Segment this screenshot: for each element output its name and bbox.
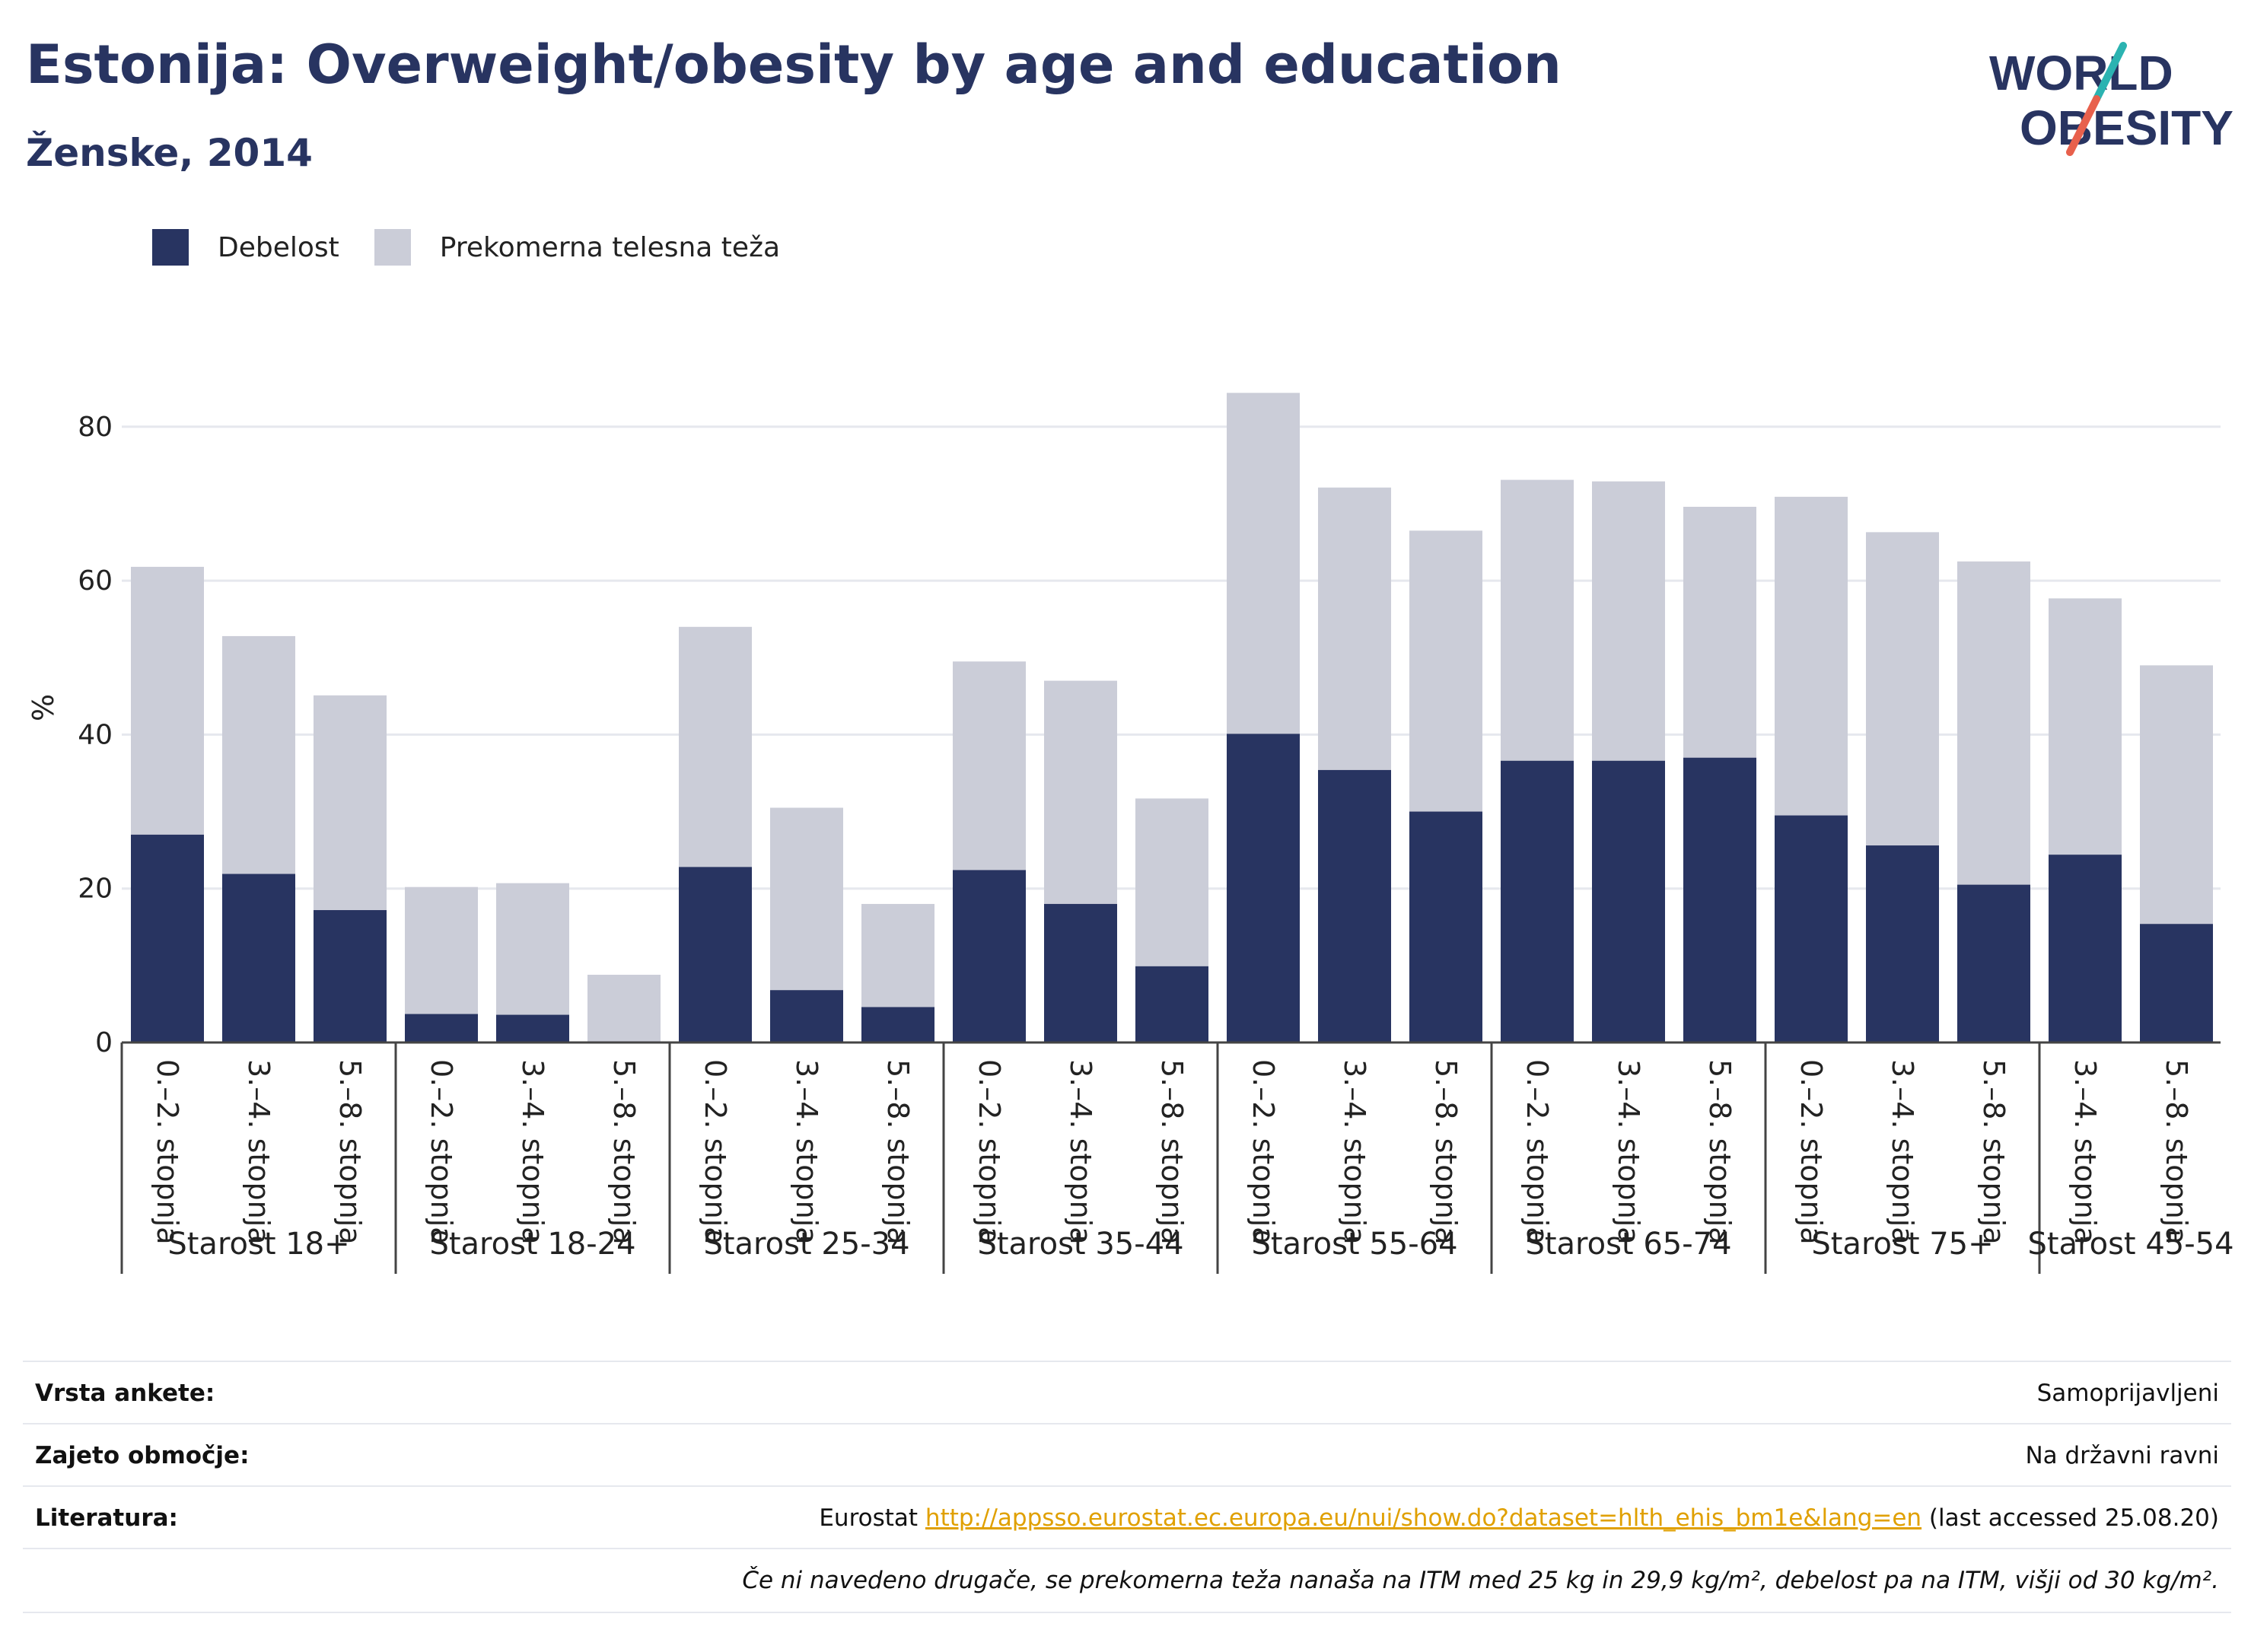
bar-obesity [679, 867, 752, 1042]
x-tick-label: 0.–2. stopnja [1246, 1059, 1280, 1245]
legend-label-obesity: Debelost [218, 231, 339, 263]
bar-obesity [1866, 845, 1939, 1042]
survey-label: Vrsta ankete: [35, 1380, 215, 1407]
logo-word-obesity: OBESITY [2020, 100, 2233, 155]
bar-obesity [314, 910, 387, 1042]
legend-label-overweight: Prekomerna telesna teža [439, 231, 781, 263]
chart-title: Estonija: Overweight/obesity by age and … [26, 33, 1562, 96]
x-tick-label: 3.–4. stopnja [790, 1059, 823, 1245]
bar-obesity [405, 1014, 478, 1042]
bar-overweight [587, 974, 661, 1042]
group-label: Starost 35-44 [977, 1227, 1183, 1262]
chart-subtitle: Ženske, 2014 [26, 131, 313, 175]
x-tick-label: 0.–2. stopnja [1520, 1059, 1554, 1245]
group-label: Starost 18+ [167, 1227, 349, 1262]
group-label: Starost 18-24 [429, 1227, 635, 1262]
group-label: Starost 55-64 [1251, 1227, 1457, 1262]
literature-link[interactable]: http://appsso.eurostat.ec.europa.eu/nui/… [925, 1504, 1922, 1532]
x-tick-label: 3.–4. stopnja [1886, 1059, 1919, 1245]
x-tick-label: 5.–8. stopnja [607, 1059, 641, 1245]
x-tick-label: 0.–2. stopnja [151, 1059, 184, 1245]
bar-obesity [1409, 811, 1482, 1042]
legend-swatch-overweight [374, 229, 411, 266]
y-tick-label: 80 [78, 412, 113, 443]
bar-obesity [2049, 855, 2122, 1042]
y-axis-label: % [27, 694, 60, 721]
literature-value: Eurostat http://appsso.eurostat.ec.europ… [819, 1504, 2231, 1532]
world-obesity-logo: WORLD OBESITY [1989, 42, 2233, 156]
bar-obesity [1592, 760, 1665, 1042]
x-tick-label: 0.–2. stopnja [699, 1059, 732, 1245]
area-value: Na državni ravni [2025, 1442, 2219, 1469]
info-row-area: Zajeto območje: Na državni ravni [23, 1423, 2231, 1487]
bar-obesity [861, 1007, 934, 1042]
bar-obesity [1044, 903, 1117, 1042]
bar-obesity [953, 870, 1026, 1042]
y-tick-label: 40 [78, 719, 113, 750]
group-label: Starost 25-34 [703, 1227, 909, 1262]
x-tick-label: 5.–8. stopnja [1703, 1059, 1737, 1245]
literature-label: Literatura: [35, 1504, 178, 1532]
logo-slash-red [2066, 95, 2100, 156]
group-label: Starost 45-54 [2027, 1227, 2233, 1262]
x-tick-label: 3.–4. stopnja [516, 1059, 549, 1245]
x-tick-label: 0.–2. stopnja [973, 1059, 1006, 1245]
x-tick-label: 5.–8. stopnja [2160, 1059, 2193, 1245]
legend-item-overweight[interactable]: Prekomerna telesna teža [374, 229, 780, 266]
legend-swatch-obesity [152, 229, 189, 266]
y-tick-label: 20 [78, 874, 113, 905]
bar-obesity [496, 1014, 569, 1042]
legend: Debelost Prekomerna telesna teža [152, 228, 815, 266]
group-label: Starost 65-74 [1525, 1227, 1731, 1262]
x-tick-label: 5.–8. stopnja [333, 1059, 367, 1245]
literature-prefix: Eurostat [819, 1504, 925, 1532]
x-tick-label: 0.–2. stopnja [425, 1059, 458, 1245]
area-label: Zajeto območje: [35, 1442, 250, 1469]
bar-obesity [1957, 884, 2030, 1042]
bar-obesity [1135, 966, 1208, 1042]
info-row-note: Če ni navedeno drugače, se prekomerna te… [23, 1548, 2231, 1613]
survey-value: Samoprijavljeni [2036, 1380, 2219, 1407]
definition-note: Če ni navedeno drugače, se prekomerna te… [742, 1567, 2219, 1594]
x-tick-label: 0.–2. stopnja [1794, 1059, 1828, 1245]
bar-obesity [1775, 815, 1848, 1042]
y-tick-label: 0 [95, 1027, 113, 1058]
legend-item-obesity[interactable]: Debelost [152, 229, 339, 266]
bar-obesity [1501, 760, 1574, 1042]
bar-chart: 0 20 40 60 80% 0.–2. stopnja 3.–4. stopnja 5.–8… [27, 393, 2234, 1274]
logo-word-world: WORLD [1989, 46, 2173, 100]
bar-obesity [131, 834, 204, 1042]
x-tick-label: 3.–4. stopnja [1064, 1059, 1097, 1245]
bar-obesity [770, 990, 843, 1042]
x-tick-label: 5.–8. stopnja [1155, 1059, 1189, 1245]
literature-suffix: (last accessed 25.08.20) [1921, 1504, 2219, 1532]
x-tick-label: 5.–8. stopnja [1429, 1059, 1463, 1245]
x-tick-label: 3.–4. stopnja [1338, 1059, 1371, 1245]
bar-obesity [1318, 769, 1391, 1042]
y-tick-label: 60 [78, 565, 113, 597]
x-tick-label: 5.–8. stopnja [881, 1059, 915, 1245]
x-tick-label: 3.–4. stopnja [242, 1059, 275, 1245]
logo-slash-teal [2093, 42, 2127, 103]
bar-obesity [222, 874, 295, 1042]
info-row-survey: Vrsta ankete: Samoprijavljeni [23, 1361, 2231, 1424]
info-row-literature: Literatura: Eurostat http://appsso.euros… [23, 1485, 2231, 1549]
bar-obesity [1227, 734, 1300, 1042]
x-tick-label: 5.–8. stopnja [1977, 1059, 2011, 1245]
bar-obesity [2140, 924, 2213, 1042]
bar-obesity [1683, 757, 1756, 1042]
x-tick-label: 3.–4. stopnja [2068, 1059, 2102, 1245]
x-tick-label: 3.–4. stopnja [1612, 1059, 1645, 1245]
group-label: Starost 75+ [1811, 1227, 1993, 1262]
